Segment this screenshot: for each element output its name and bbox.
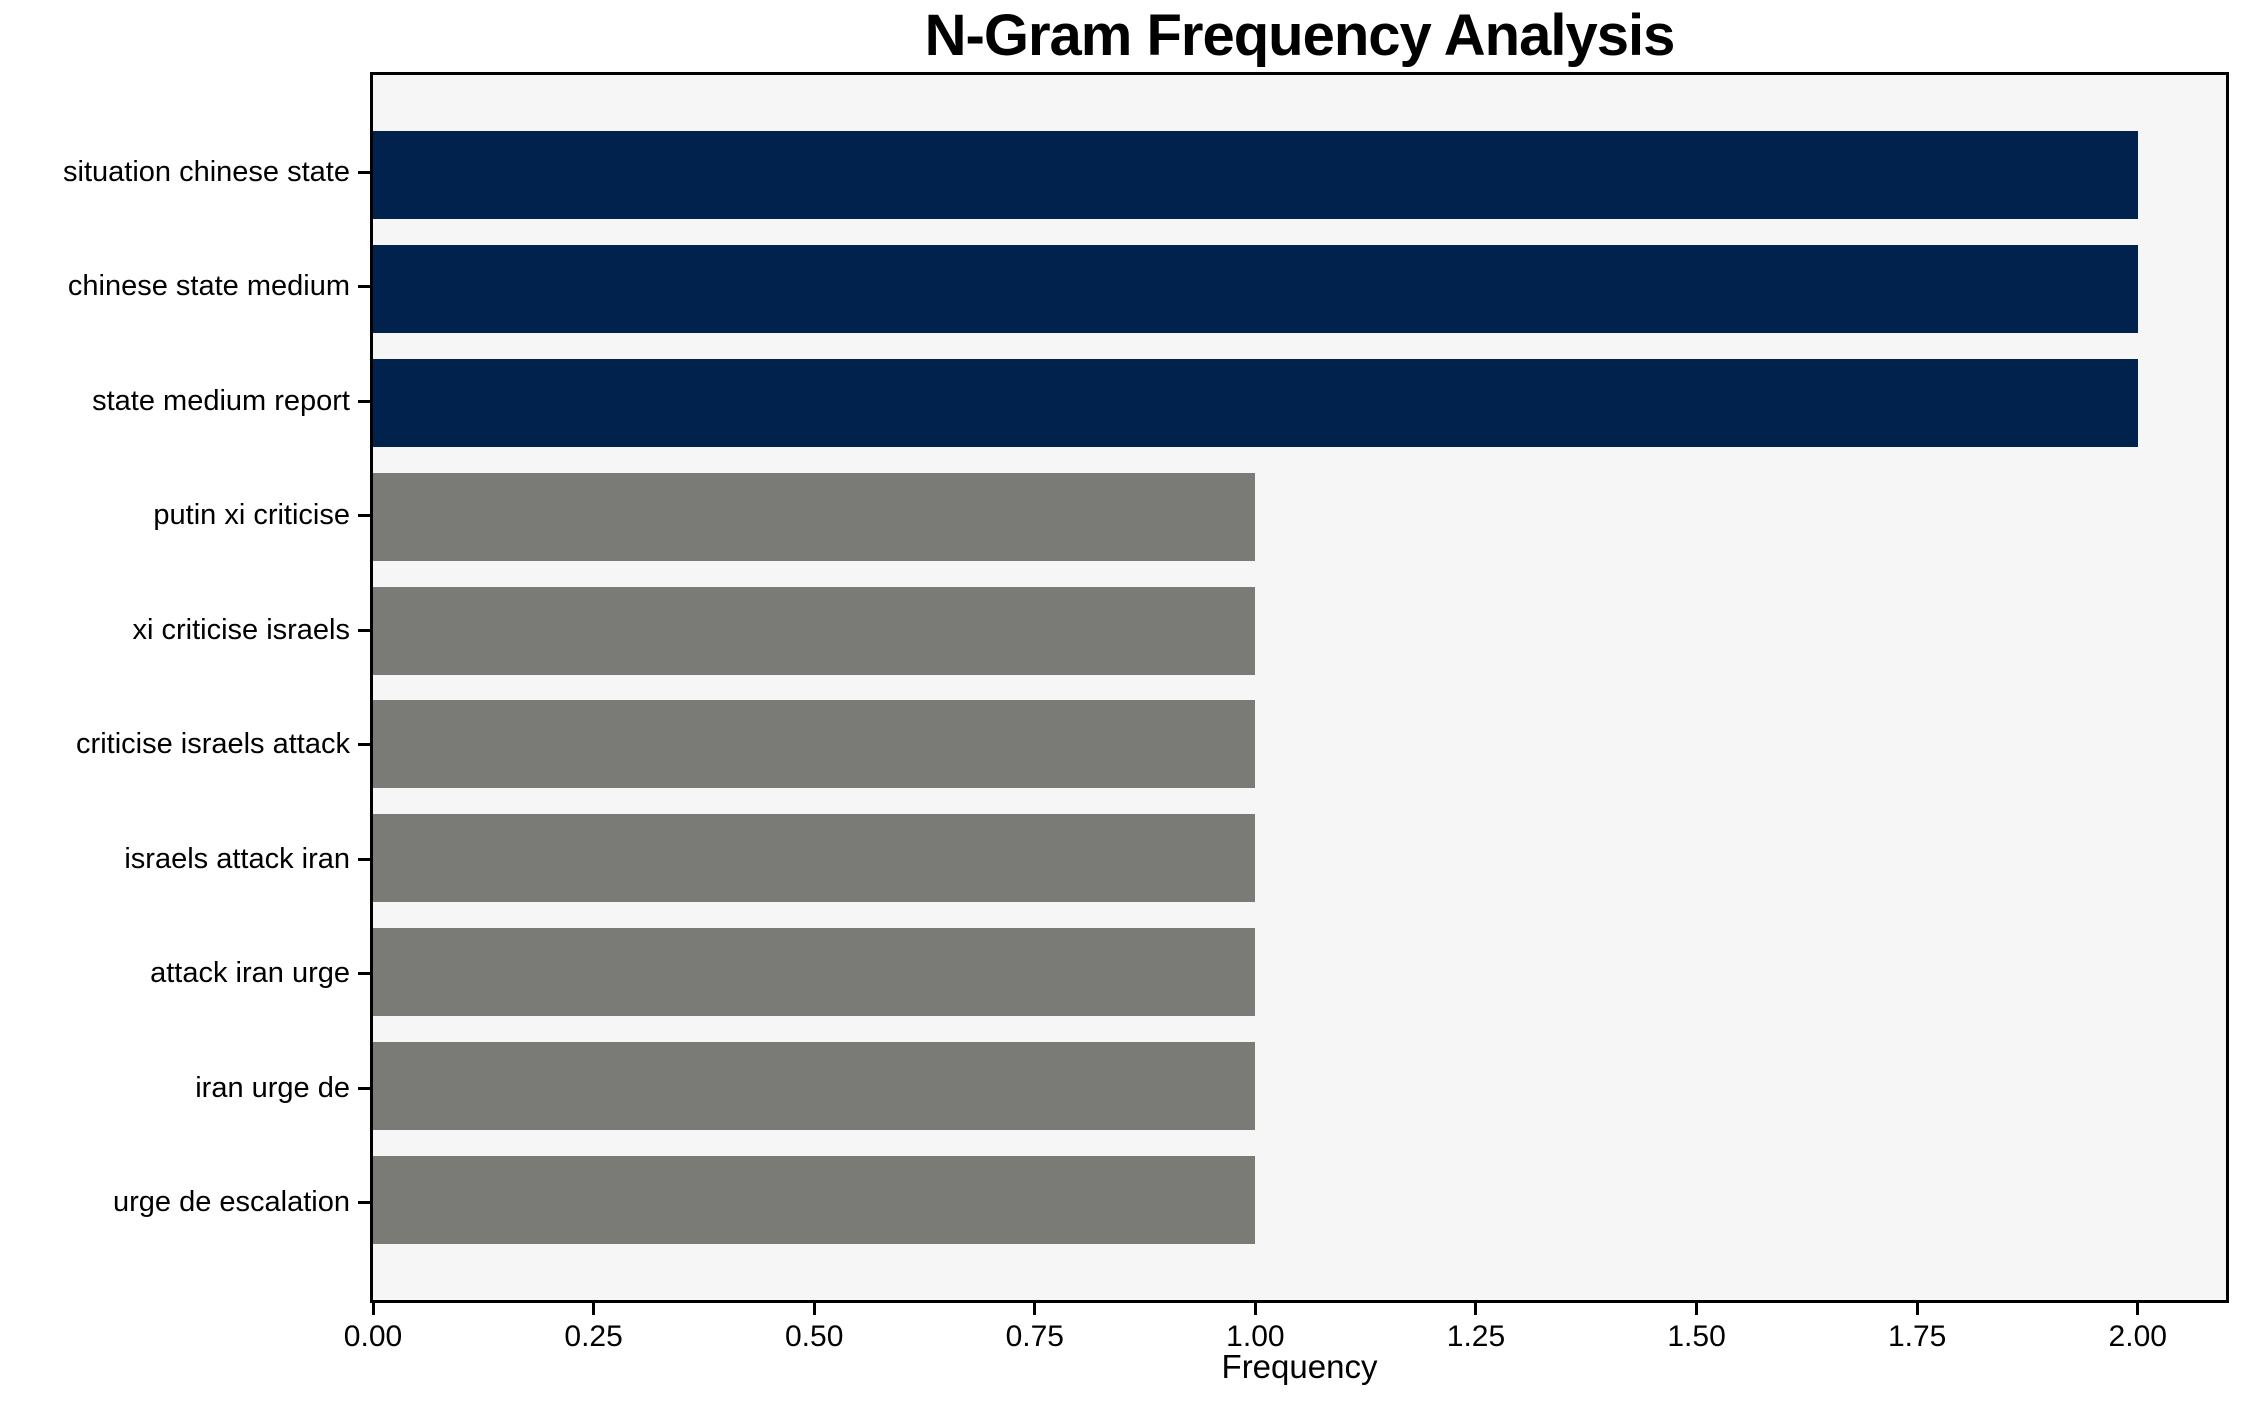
bar-row xyxy=(373,346,2226,460)
y-tick-mark xyxy=(358,972,370,976)
y-tick-mark xyxy=(358,857,370,861)
bar-row xyxy=(373,232,2226,346)
y-tick-label: chinese state medium xyxy=(67,270,350,303)
x-tick-label: 1.75 xyxy=(1887,1320,1947,1353)
bar xyxy=(373,814,1256,903)
bar xyxy=(373,700,1256,789)
x-tick-mark xyxy=(1253,1303,1257,1315)
y-tick-mark xyxy=(358,628,370,632)
bar xyxy=(373,244,2138,333)
x-tick-label: 2.00 xyxy=(2108,1320,2167,1353)
y-tick-label: criticise israels attack xyxy=(76,728,350,761)
bar-row xyxy=(373,118,2226,232)
y-tick-mark xyxy=(358,1201,370,1205)
x-tick-label: 0.25 xyxy=(564,1320,623,1353)
y-tick-mark xyxy=(358,399,370,403)
y-tick-mark xyxy=(358,170,370,174)
x-tick-mark xyxy=(1033,1303,1037,1315)
x-tick-mark xyxy=(1915,1303,1919,1315)
bar-row xyxy=(373,1143,2226,1257)
y-axis-labels: situation chinese state chinese state me… xyxy=(0,72,370,1303)
plot-area xyxy=(370,72,2229,1303)
y-tick-mark xyxy=(358,1086,370,1090)
y-tick-row: urge de escalation xyxy=(0,1146,370,1261)
x-tick-label: 0.75 xyxy=(1005,1320,1064,1353)
x-tick-mark xyxy=(812,1303,816,1315)
x-tick-label: 1.00 xyxy=(1226,1320,1285,1353)
bar-row xyxy=(373,688,2226,802)
y-tick-label: xi criticise israels xyxy=(132,613,350,646)
y-tick-mark xyxy=(358,285,370,289)
y-tick-label: urge de escalation xyxy=(113,1186,350,1219)
x-tick-mark xyxy=(1474,1303,1478,1315)
y-tick-row: situation chinese state xyxy=(0,115,370,230)
x-tick-mark xyxy=(371,1303,375,1315)
bar-row xyxy=(373,915,2226,1029)
bar xyxy=(373,586,1256,675)
bars-area xyxy=(373,75,2226,1300)
y-tick-label: israels attack iran xyxy=(124,842,350,875)
y-tick-row: criticise israels attack xyxy=(0,688,370,803)
y-tick-label: attack iran urge xyxy=(150,957,350,990)
x-tick-mark xyxy=(1695,1303,1699,1315)
x-tick-label: 0.00 xyxy=(343,1320,403,1353)
chart-title: N-Gram Frequency Analysis xyxy=(924,3,1676,68)
y-tick-row: attack iran urge xyxy=(0,917,370,1032)
y-tick-mark xyxy=(358,514,370,518)
x-tick-label: 1.25 xyxy=(1446,1320,1506,1353)
bar xyxy=(373,130,2138,219)
bar xyxy=(373,472,1256,561)
bar-row xyxy=(373,460,2226,574)
x-axis-title: Frequency xyxy=(1221,1348,1378,1385)
bar-row xyxy=(373,1029,2226,1143)
y-tick-row: putin xi criticise xyxy=(0,459,370,574)
y-tick-label: putin xi criticise xyxy=(153,499,350,532)
bar-row xyxy=(373,801,2226,915)
y-tick-label: iran urge de xyxy=(195,1071,350,1104)
x-tick-label: 1.50 xyxy=(1667,1320,1726,1353)
y-tick-row: chinese state medium xyxy=(0,230,370,345)
y-tick-mark xyxy=(358,743,370,747)
y-tick-row: state medium report xyxy=(0,344,370,459)
bar xyxy=(373,358,2138,447)
x-tick-label: 0.50 xyxy=(784,1320,844,1353)
x-tick-mark xyxy=(592,1303,596,1315)
x-tick-mark xyxy=(2136,1303,2140,1315)
y-tick-label: state medium report xyxy=(92,384,350,417)
y-tick-row: xi criticise israels xyxy=(0,573,370,688)
bar xyxy=(373,1156,1256,1245)
bar xyxy=(373,928,1256,1017)
bar xyxy=(373,1042,1256,1131)
y-tick-row: iran urge de xyxy=(0,1031,370,1146)
y-tick-row: israels attack iran xyxy=(0,802,370,917)
bar-row xyxy=(373,574,2226,688)
y-tick-label: situation chinese state xyxy=(63,155,350,188)
